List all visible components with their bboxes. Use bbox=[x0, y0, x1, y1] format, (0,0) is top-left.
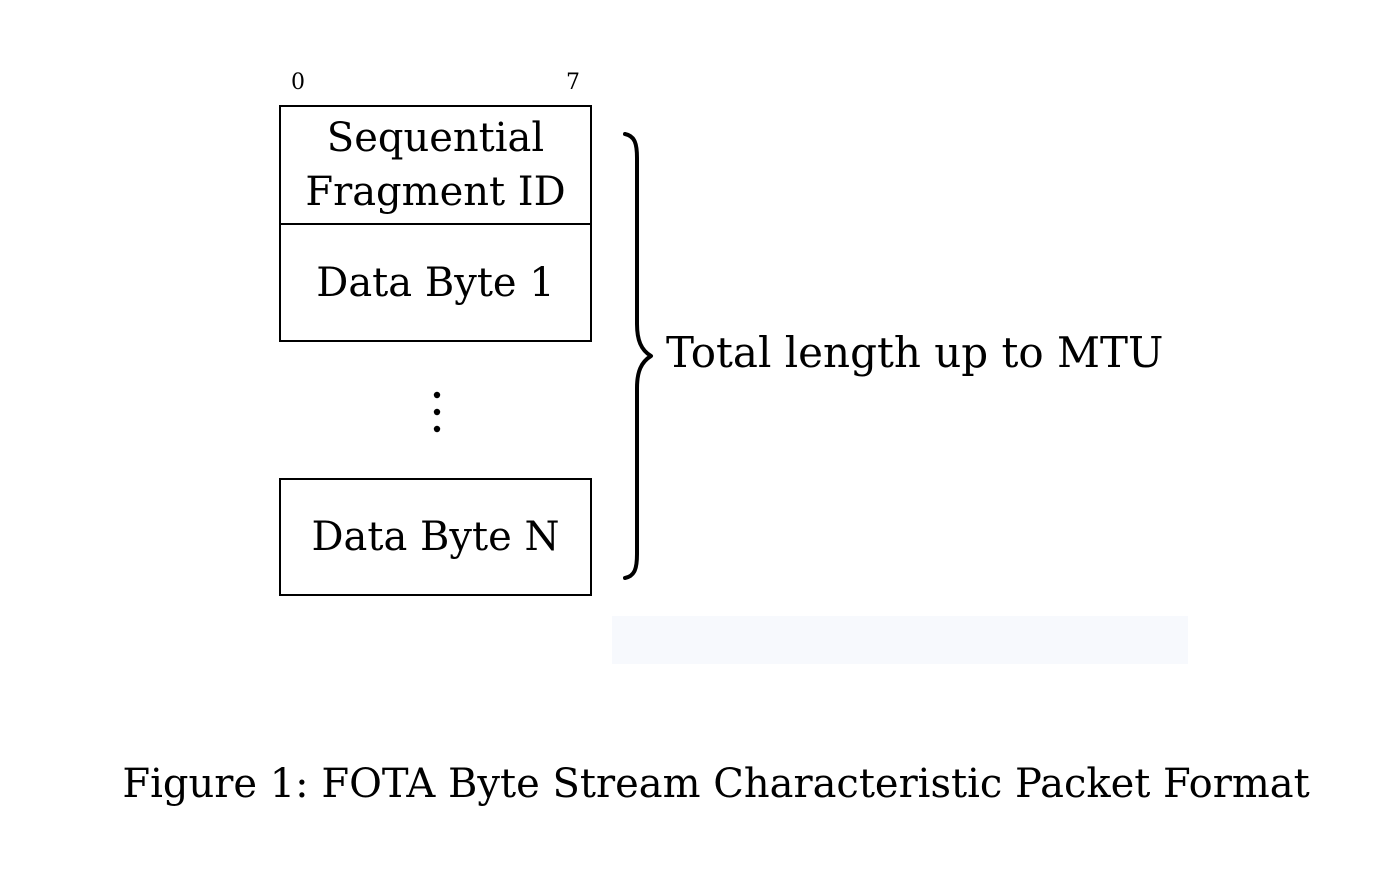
bit-label-start: 0 bbox=[291, 70, 305, 95]
right-curly-brace-icon bbox=[623, 132, 653, 580]
figure-caption: Figure 1: FOTA Byte Stream Characteristi… bbox=[122, 761, 1310, 807]
field-data-byte-n: Data Byte N bbox=[279, 478, 592, 596]
background-band bbox=[612, 616, 1188, 664]
vertical-ellipsis-icon bbox=[433, 391, 441, 433]
field-data-byte-n-label: Data Byte N bbox=[311, 514, 560, 560]
field-header-line-2: Fragment ID bbox=[305, 169, 566, 215]
field-header-line-1: Sequential bbox=[326, 115, 545, 161]
field-data-byte-1: Data Byte 1 bbox=[279, 223, 592, 342]
bit-label-end: 7 bbox=[566, 70, 580, 95]
field-data-byte-1-label: Data Byte 1 bbox=[316, 259, 555, 306]
field-sequential-fragment-id: Sequential Fragment ID bbox=[279, 105, 592, 225]
brace-label: Total length up to MTU bbox=[666, 328, 1164, 377]
